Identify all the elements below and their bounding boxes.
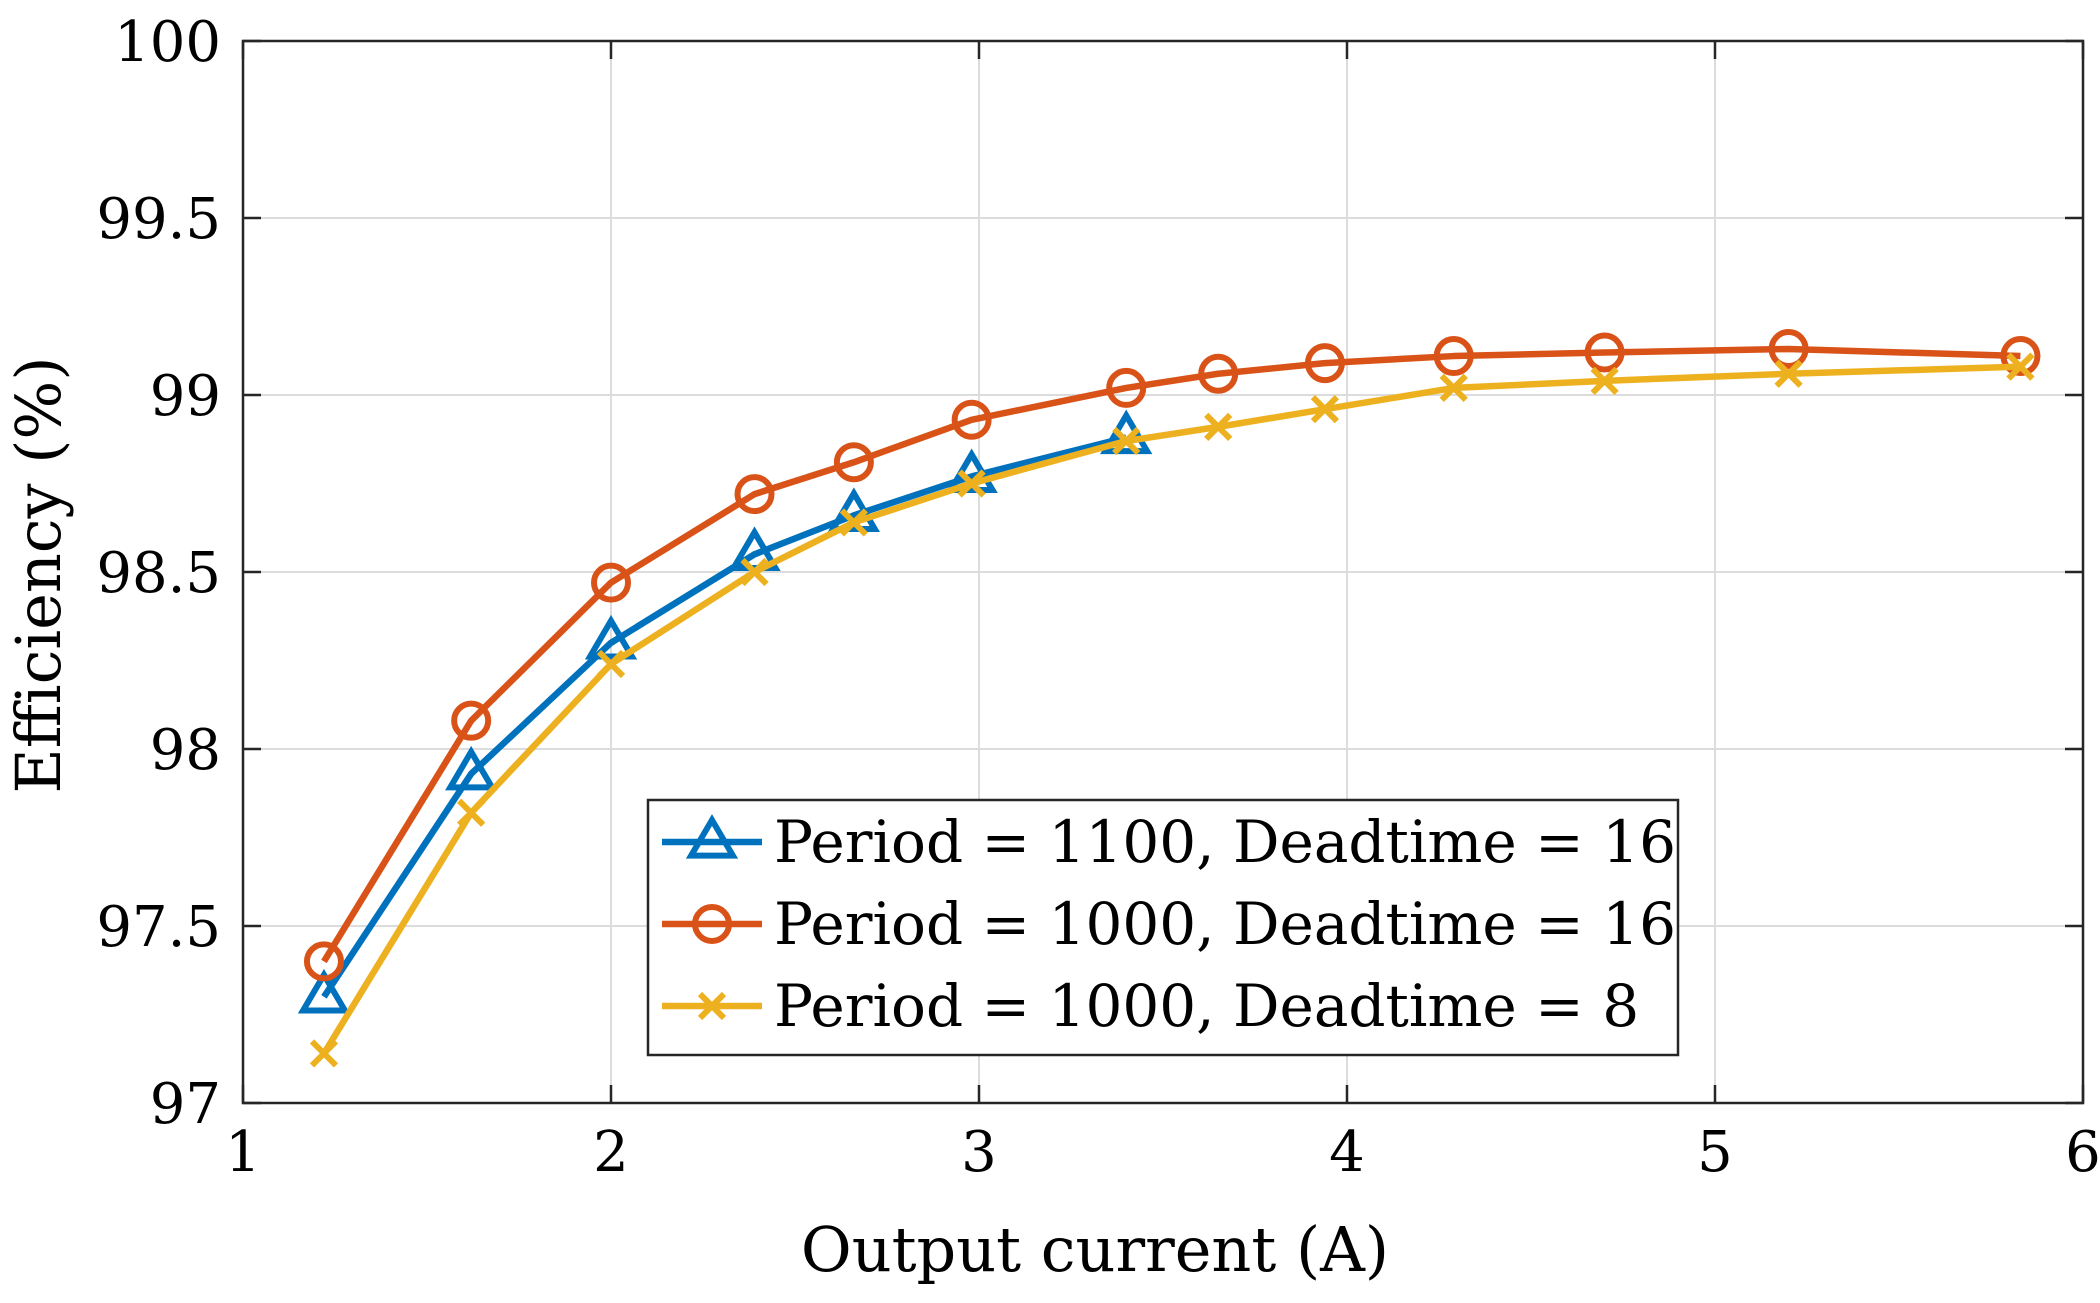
- legend-triangle-marker: [685, 814, 739, 859]
- legend-box: [646, 798, 1680, 1057]
- y-tick-label: 97: [150, 1072, 221, 1137]
- circle-marker: [591, 562, 631, 603]
- circle-marker: [1106, 367, 1147, 408]
- x-axis-label: Output current (A): [801, 1213, 1389, 1286]
- series-line: [321, 434, 1127, 999]
- y-tick-label: 98.5: [96, 541, 221, 606]
- legend-item: Period = 1100, Deadtime = 16: [662, 808, 1676, 876]
- y-axis-label: Efficiency (%): [2, 356, 75, 793]
- x-marker: [309, 1039, 339, 1068]
- circle-marker: [2000, 336, 2041, 377]
- legend-x-marker: [697, 991, 727, 1021]
- circle-marker: [303, 941, 344, 982]
- triangle-marker: [297, 968, 351, 1014]
- circle-marker: [451, 700, 492, 741]
- x-marker: [596, 649, 626, 679]
- x-tick-label: 5: [1697, 1120, 1733, 1185]
- series-2: [303, 328, 2041, 982]
- series-layer: [297, 328, 2041, 1068]
- circle-marker: [1198, 353, 1239, 394]
- y-tick-label: 99: [150, 364, 221, 429]
- circle-marker: [734, 474, 775, 515]
- circle-marker: [1768, 328, 1809, 369]
- circle-marker: [1304, 343, 1345, 384]
- x-marker: [957, 469, 986, 498]
- x-marker: [1204, 412, 1233, 441]
- circle-marker: [951, 399, 992, 440]
- x-tick-label: 4: [1329, 1120, 1365, 1185]
- x-marker: [1310, 395, 1340, 424]
- legend-label: Period = 1000, Deadtime = 16: [774, 890, 1676, 958]
- x-marker: [457, 798, 486, 827]
- legend-label: Period = 1100, Deadtime = 16: [774, 808, 1676, 876]
- series-3: [309, 352, 2035, 1068]
- x-marker: [740, 557, 769, 587]
- x-tick-label: 6: [2065, 1120, 2100, 1185]
- x-tick-label: 1: [225, 1120, 261, 1185]
- x-tick-label: 3: [961, 1120, 997, 1185]
- circle-marker: [833, 442, 874, 483]
- triangle-marker: [584, 614, 638, 660]
- x-marker: [1590, 366, 1619, 395]
- legend-label: Period = 1000, Deadtime = 8: [774, 972, 1639, 1040]
- circle-marker: [1584, 332, 1625, 373]
- legend-item: Period = 1000, Deadtime = 8: [662, 972, 1639, 1040]
- legend: Period = 1100, Deadtime = 16 Period = 100…: [646, 798, 1680, 1057]
- series-line: [321, 345, 2021, 964]
- x-marker: [839, 508, 869, 537]
- legend-circle-marker: [692, 904, 732, 944]
- y-tick-label: 97.5: [96, 895, 221, 960]
- y-tick-label: 100: [114, 10, 221, 75]
- x-tick-label: 2: [593, 1120, 629, 1185]
- circle-marker: [1433, 336, 1474, 377]
- axis-layer: 1 2 3 4 5 6 97 97.5 98 98.5 99 99.5 100: [96, 10, 2100, 1185]
- triangle-marker: [445, 745, 498, 791]
- y-tick-label: 99.5: [96, 187, 221, 252]
- x-marker: [1439, 373, 1468, 403]
- y-tick-label: 98: [150, 718, 221, 783]
- x-marker: [1774, 359, 1803, 388]
- x-marker: [2006, 352, 2035, 381]
- legend-item: Period = 1000, Deadtime = 16: [662, 890, 1676, 958]
- x-marker: [1112, 426, 1141, 456]
